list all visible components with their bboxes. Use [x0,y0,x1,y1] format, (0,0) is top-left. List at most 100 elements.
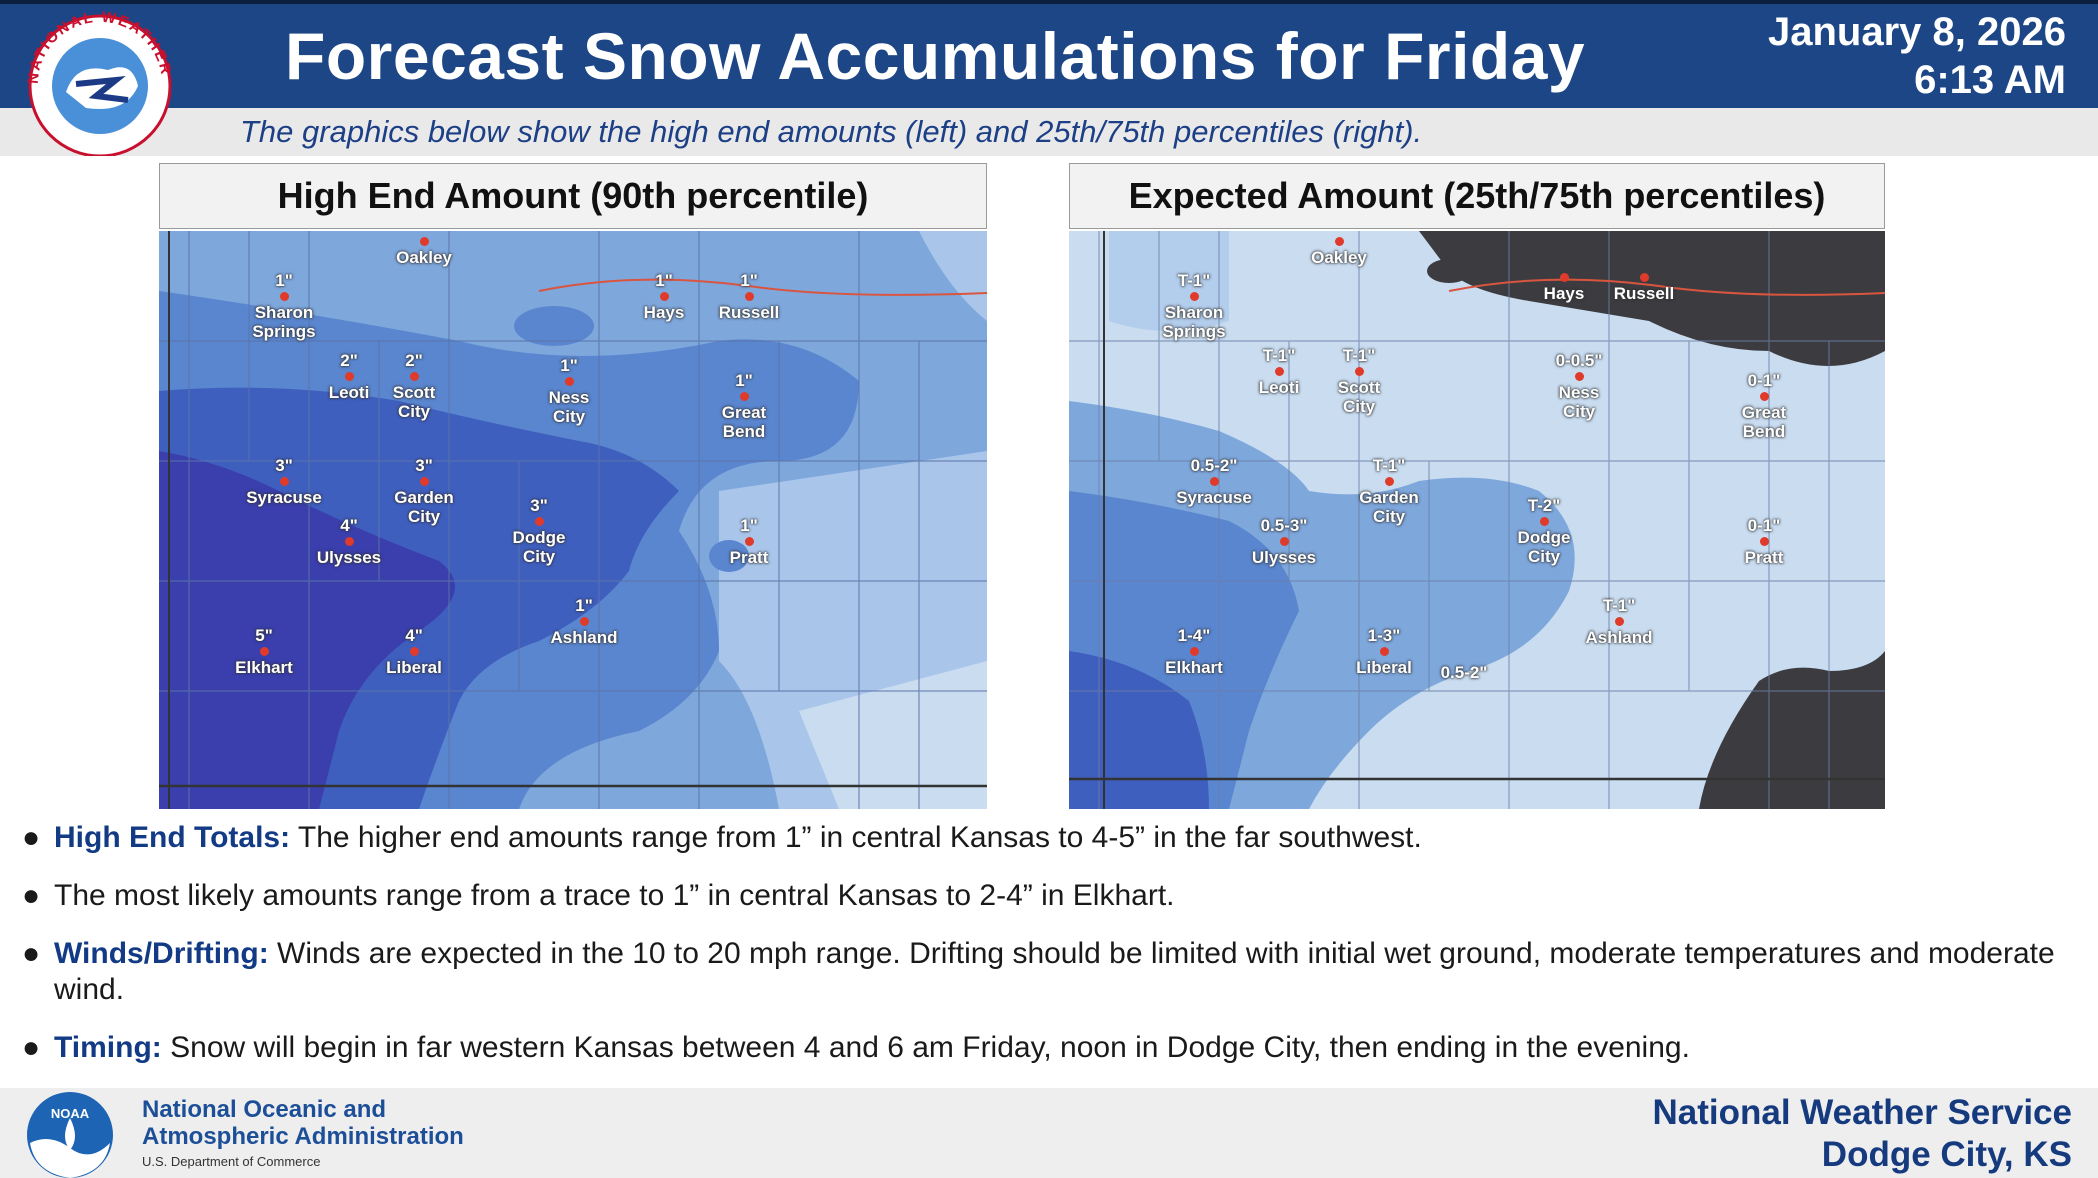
city-name: Dodge [1517,528,1571,547]
city-name: Ulysses [316,548,382,567]
snow-amount: 0.5-3" [1260,516,1308,535]
city-marker [1539,517,1549,526]
city-marker [1209,477,1219,486]
city-marker [1759,392,1769,401]
bullet-lead: Winds/Drifting: [54,937,269,970]
city-name: Springs [252,322,316,341]
city-name: Great [1741,403,1787,422]
city-name: Oakley [396,248,452,267]
issue-date: January 8, 2026 [1768,10,2066,54]
snow-amount: 1" [655,271,673,290]
snow-amount: 5" [255,626,273,645]
city-label: 0-0.5" Ness City [1524,351,1634,421]
city-name: Scott [392,383,436,402]
city-label: 1" Ness City [514,356,624,426]
city-marker [1354,367,1364,376]
snow-amount: 2" [340,351,358,370]
nws-office: National Weather Service Dodge City, KS [1652,1093,2072,1174]
city-marker [259,647,269,656]
city-marker [1639,273,1649,282]
bullet-most-likely: ● The most likely amounts range from a tr… [22,879,1175,912]
snow-amount: 3" [275,456,293,475]
city-marker [1384,477,1394,486]
city-name: City [397,402,431,421]
city-marker [1759,537,1769,546]
bullet-text: Winds are expected in the 10 to 20 mph r… [54,937,2055,1006]
city-marker [344,537,354,546]
snow-amount: T-1" [1372,456,1406,475]
snow-amount: 3" [415,456,433,475]
city-name: Great [721,403,767,422]
city-label: 1" Ashland [529,596,639,647]
bullet-text: The most likely amounts range from a tra… [54,879,1175,912]
right-panel-title: Expected Amount (25th/75th percentiles) [1069,163,1885,229]
snow-amount: 1" [735,371,753,390]
city-marker [744,292,754,301]
city-name: Leoti [1258,378,1300,397]
summary-bullets: ● High End Totals: The higher end amounts… [22,820,2062,1088]
city-label: 0-1" Pratt [1709,516,1819,567]
city-name: City [1372,507,1406,526]
city-name: Pratt [729,548,769,567]
city-marker [344,372,354,381]
city-label: 0-1" Great Bend [1709,371,1819,441]
city-marker [1274,367,1284,376]
city-name: City [1342,397,1376,416]
snow-amount: 0.5-2" [1190,456,1238,475]
bullet-high-end-totals: ● High End Totals: The higher end amounts… [22,821,1422,854]
snow-amount: 1" [575,596,593,615]
city-label: 1" Hays [609,271,719,322]
bullet-lead: High End Totals: [54,821,291,854]
snow-amount: 0-0.5" [1555,351,1603,370]
expected-snow-map: Oakley T-1" Sharon Springs Hays Russell T-1" Le… [1069,231,1885,809]
noaa-logo-text: NOAA [51,1106,90,1121]
subtitle: The graphics below show the high end amo… [240,114,1423,149]
city-label: 1" Sharon Springs [229,271,339,341]
city-name: Sharon [254,303,314,322]
city-name: City [1562,402,1596,421]
snow-amount: 1" [560,356,578,375]
city-marker [419,237,429,246]
city-name: Hays [643,303,685,322]
city-marker [1559,273,1569,282]
city-label: T-1" Garden City [1334,456,1444,526]
city-marker [744,537,754,546]
noaa-name: National Oceanic and Atmospheric Adminis… [142,1096,464,1150]
header-top-line [0,0,2098,4]
city-label: T-1" Sharon Springs [1139,271,1249,341]
snow-amount: T-2" [1527,496,1561,515]
city-marker [739,392,749,401]
city-label: 0.5-2" Syracuse [1159,456,1269,507]
snow-amount: 2" [405,351,423,370]
city-name: Ness [548,388,590,407]
city-name: Ulysses [1251,548,1317,567]
city-label: 1-4" Elkhart [1139,626,1249,677]
city-name: City [407,507,441,526]
city-label: 0.5-2" [1409,663,1519,682]
city-name: Springs [1162,322,1226,341]
noaa-dept: U.S. Department of Commerce [142,1154,321,1169]
city-marker [1189,647,1199,656]
issue-time: 6:13 AM [1914,58,2066,102]
city-name: Elkhart [235,658,293,677]
bullet-lead: Timing: [54,1031,162,1064]
page-title: Forecast Snow Accumulations for Friday [285,19,1586,93]
city-label: 1-3" Liberal [1329,626,1439,677]
city-label: Oakley [369,235,479,267]
snow-amount: T-1" [1342,346,1376,365]
city-name: Hays [1543,284,1585,303]
snow-amount: T-1" [1177,271,1211,290]
city-name: Bend [722,422,766,441]
city-name: Liberal [1356,658,1412,677]
city-marker [579,617,589,626]
header-bar: Forecast Snow Accumulations for Friday J… [0,0,2098,108]
issue-datetime: January 8, 2026 6:13 AM [1768,8,2066,104]
city-name: Russell [718,303,780,322]
city-label: Russell [1589,271,1699,303]
city-marker [1379,647,1389,656]
city-marker [409,372,419,381]
city-marker [1574,372,1584,381]
city-label: 3" Syracuse [229,456,339,507]
city-name: Garden [394,488,454,507]
city-marker [1279,537,1289,546]
